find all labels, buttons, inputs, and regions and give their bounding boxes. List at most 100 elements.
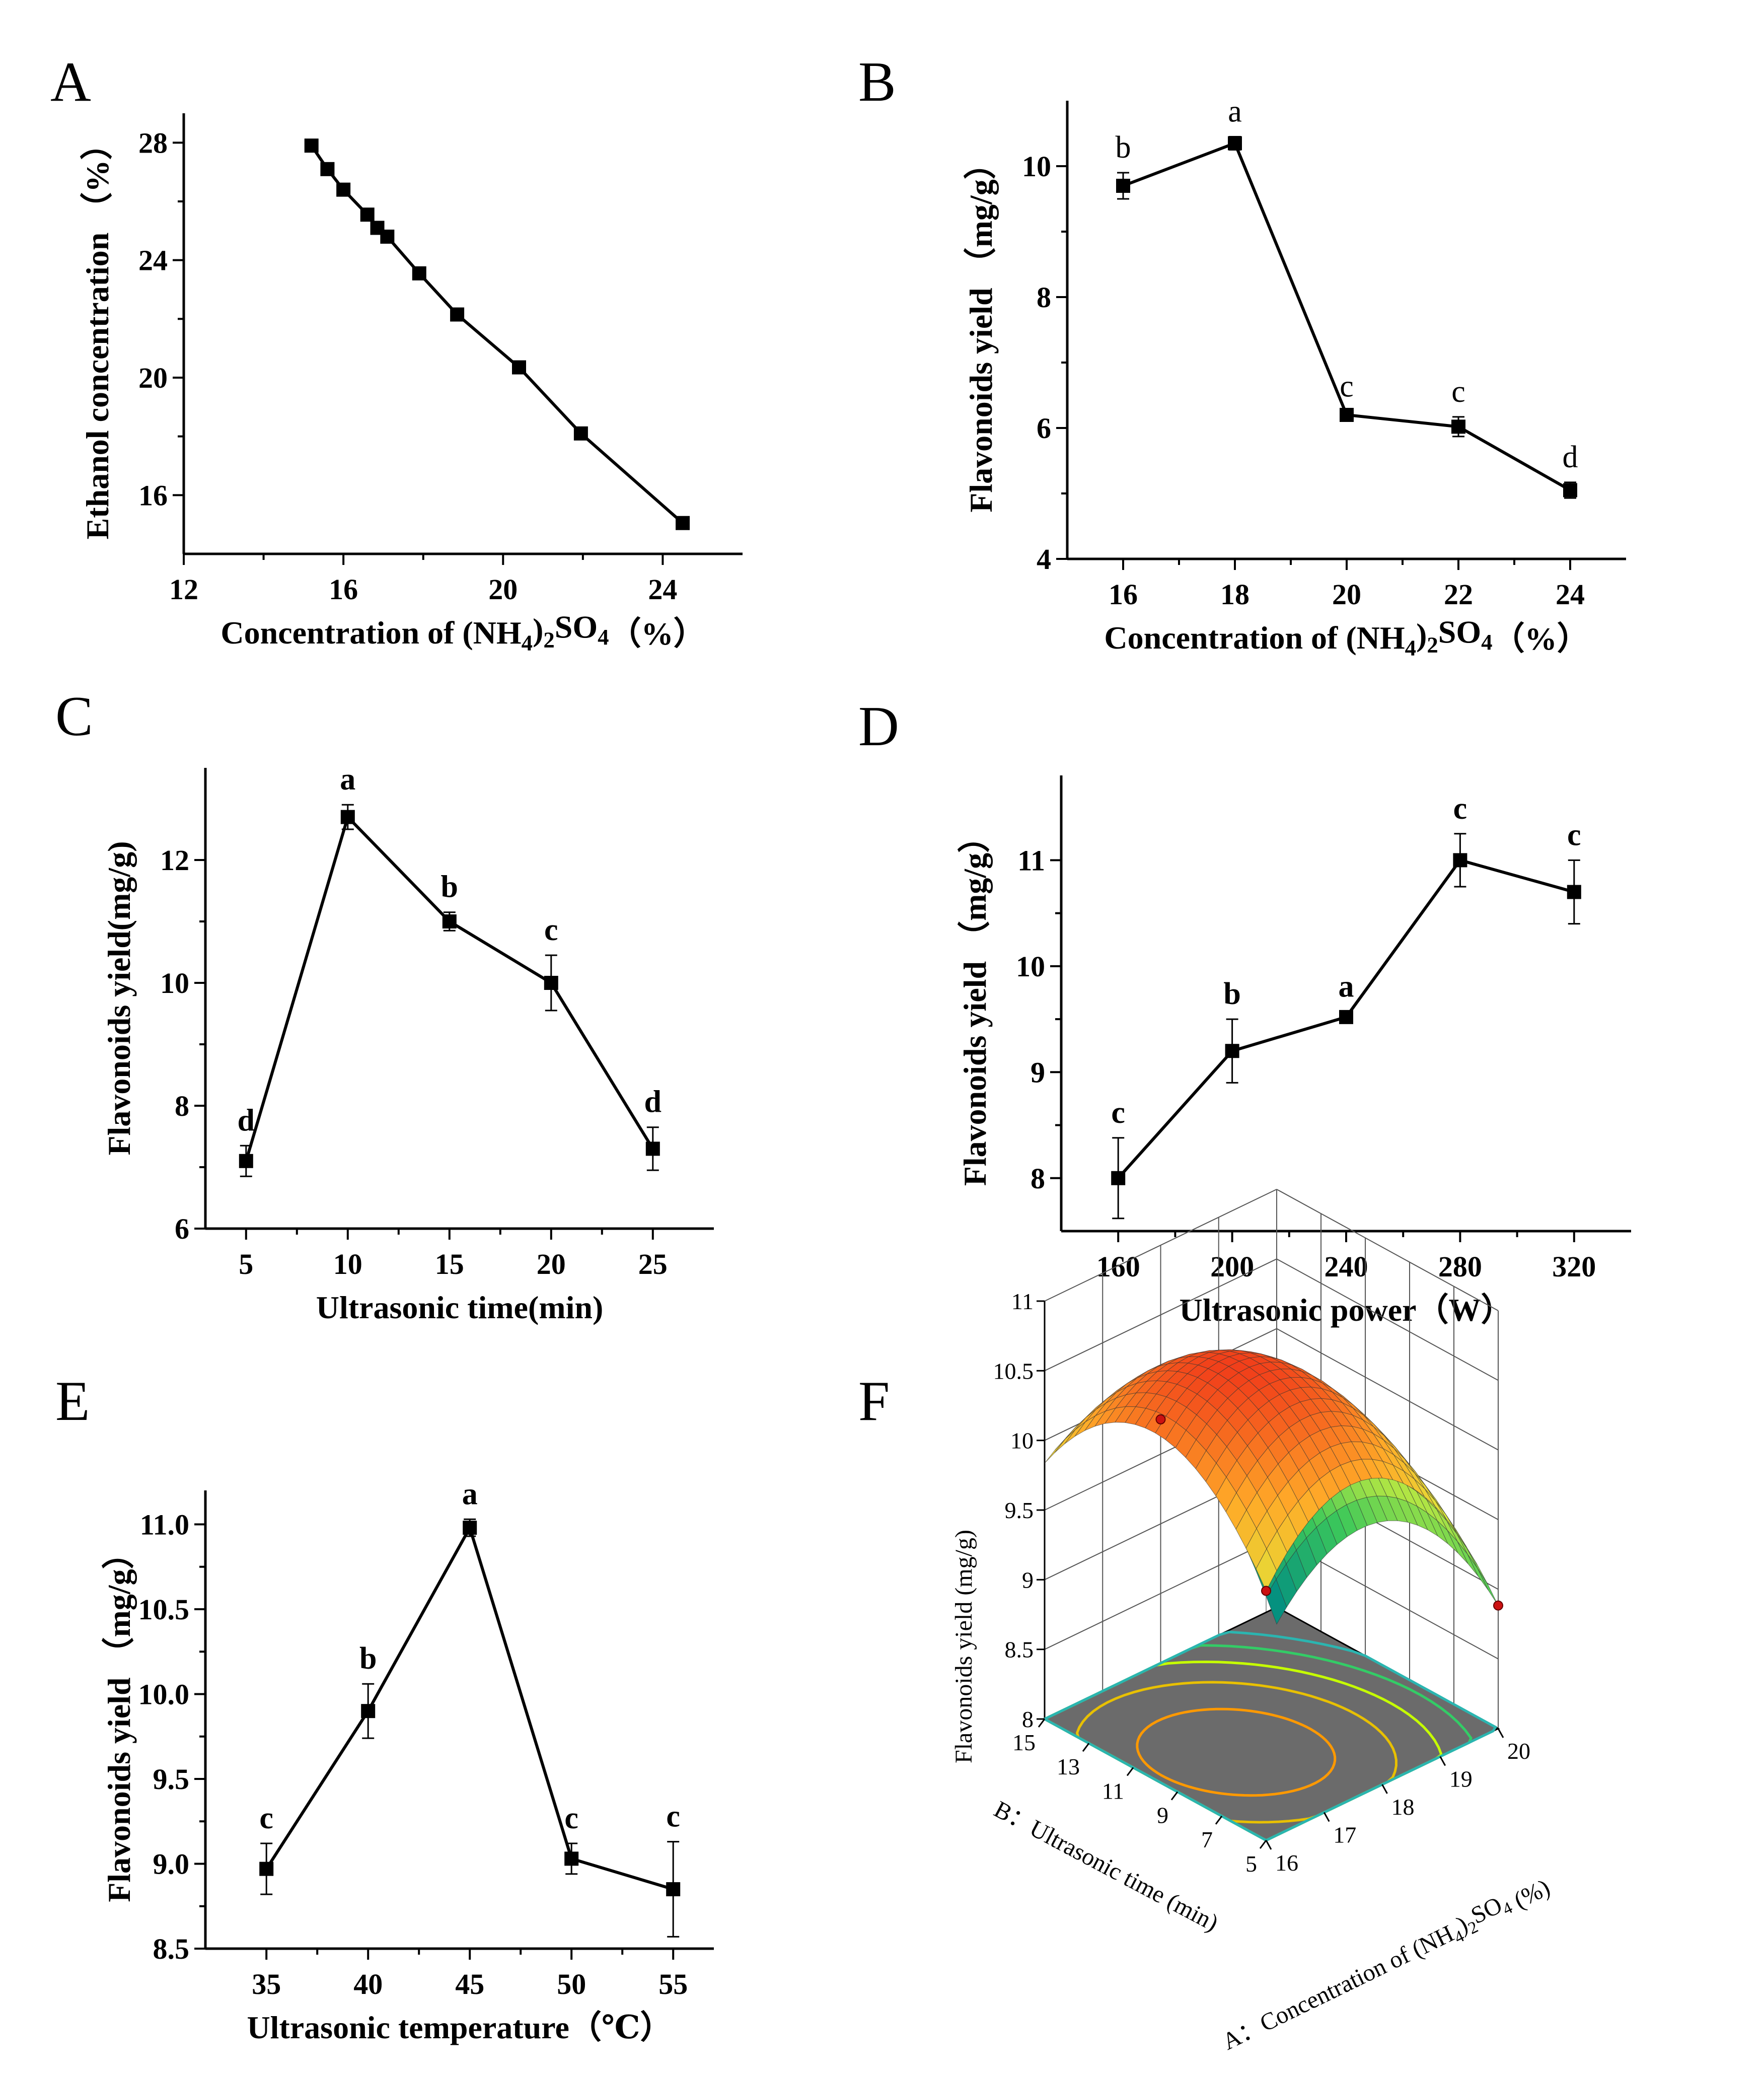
significance-letter: c [1340, 370, 1354, 404]
y-tick-label: 11.0 [140, 1508, 189, 1541]
x-axis-label: Ultrasonic temperature（℃） [247, 2010, 672, 2045]
b-tick [1215, 1815, 1223, 1825]
x-tick-label: 35 [252, 1968, 281, 2000]
contour-floor [1042, 1606, 1500, 1842]
x-tick-label: 25 [638, 1248, 668, 1280]
data-point [380, 230, 395, 244]
chart-panel-b: B 16 18 20 22 24 4 6 8 10 Concentration of (NH4)2S… [858, 51, 1626, 660]
data-point [676, 516, 690, 530]
x-axis-label: Concentration of (NH4)2SO4（%） [1104, 614, 1589, 660]
series-line [244, 814, 654, 1162]
significance-letter: c [1111, 1096, 1125, 1130]
significance-letter: c [259, 1801, 273, 1835]
significance-letter: b [359, 1641, 377, 1676]
x-tick-label: 20 [537, 1248, 566, 1280]
series-line [265, 1524, 674, 1891]
y-tick-label: 8 [1031, 1162, 1045, 1195]
significance-letter: b [441, 870, 458, 904]
b-tick [1126, 1767, 1134, 1776]
x-tick-label: 20 [1332, 578, 1361, 611]
x-tick-label: 12 [169, 573, 198, 606]
surface-patch [1054, 1429, 1076, 1453]
data-point [360, 207, 375, 222]
b-axis-label: B：Ultrasonic time (min) [990, 1796, 1223, 1937]
data-point [564, 1851, 579, 1866]
significance-letter: d [644, 1085, 662, 1119]
response-surface [1044, 1349, 1499, 1625]
y-axis-label: Flavonoids yield(mg/g) [101, 841, 137, 1155]
x-axis-label: Ultrasonic power（W） [1179, 1292, 1513, 1328]
y-tick-label: 6 [1037, 412, 1051, 445]
data-point [1451, 419, 1465, 434]
grid-line [1276, 1328, 1499, 1451]
y-tick-label: 12 [160, 844, 189, 877]
z-tick-label: 11 [1011, 1289, 1034, 1314]
y-tick-label: 8 [1037, 281, 1051, 314]
x-tick-label: 18 [1220, 578, 1250, 611]
y-tick-label: 11 [1017, 844, 1045, 877]
data-point [336, 182, 351, 197]
data-point [1225, 1044, 1239, 1058]
data-point [259, 1862, 274, 1876]
y-tick-label: 16 [138, 479, 168, 512]
significance-letter: a [462, 1477, 478, 1511]
data-point [412, 266, 426, 280]
b-tick [1082, 1743, 1090, 1752]
chart-panel-e: E 35 40 45 50 55 8.5 9.0 9.5 10.0 10.5 11.0 Ultrason… [55, 1370, 714, 2045]
data-point [1228, 136, 1242, 151]
contour-line [1042, 1630, 1498, 1842]
data-point [512, 360, 526, 375]
a-tick [1323, 1812, 1330, 1822]
y-tick-label: 10.5 [138, 1593, 190, 1626]
grid-line [1276, 1258, 1499, 1381]
b-tick-label: 15 [1012, 1730, 1036, 1755]
y-axis-label: Ethanol concentration （%） [80, 128, 115, 540]
x-tick-label: 320 [1552, 1250, 1596, 1283]
x-tick-label: 50 [557, 1968, 586, 2000]
significance-letter: a [1228, 95, 1242, 129]
a-axis-label: A：Concentration of (NH4)2SO4 (%) [1216, 1870, 1555, 2058]
y-axis-label: Flavonoids yield （mg/g） [101, 1537, 137, 1902]
significance-letter: b [1223, 977, 1240, 1011]
a-tick-label: 20 [1507, 1738, 1530, 1764]
panel-label-d: D [858, 695, 899, 758]
significance-letter: c [564, 1801, 578, 1835]
significance-letter: c [1567, 818, 1581, 852]
data-point [450, 307, 465, 322]
panel-label-c: C [55, 685, 93, 748]
x-tick-label: 45 [455, 1968, 484, 2000]
surface-patch [1477, 1568, 1499, 1606]
data-point [320, 162, 335, 176]
grid-line [1276, 1189, 1499, 1311]
x-tick-label: 15 [435, 1248, 464, 1280]
b-tick [1259, 1840, 1267, 1849]
data-point [463, 1521, 477, 1535]
data-point [544, 976, 558, 990]
a-tick [1265, 1840, 1272, 1850]
x-tick-label: 16 [329, 573, 358, 606]
x-tick-label: 280 [1438, 1250, 1482, 1283]
series-line [310, 145, 684, 525]
a-tick-label: 16 [1275, 1850, 1298, 1876]
data-point [1111, 1171, 1126, 1185]
design-point [1493, 1600, 1503, 1611]
data-point [1567, 885, 1581, 899]
b-tick-label: 7 [1201, 1827, 1213, 1852]
data-point [1340, 408, 1354, 422]
chart-panel-d: D 160 200 240 280 320 8 9 10 11 Ultrasonic power（W… [858, 695, 1631, 1328]
b-tick-label: 11 [1102, 1778, 1124, 1804]
significance-letter: d [1563, 440, 1578, 474]
x-axis-label: Ultrasonic time(min) [316, 1290, 604, 1325]
surface-patch [1064, 1421, 1086, 1444]
data-point [666, 1882, 681, 1897]
z-tick-label: 9.5 [1005, 1497, 1034, 1523]
design-point [1155, 1414, 1166, 1424]
a-tick [1381, 1784, 1388, 1794]
data-point [573, 426, 588, 441]
z-axis-label: Flavonoids yield (mg/g) [950, 1530, 977, 1763]
b-tick [1170, 1791, 1179, 1801]
significance-letter: c [544, 913, 558, 947]
design-point [1261, 1586, 1271, 1596]
y-tick-label: 9.0 [153, 1847, 190, 1880]
